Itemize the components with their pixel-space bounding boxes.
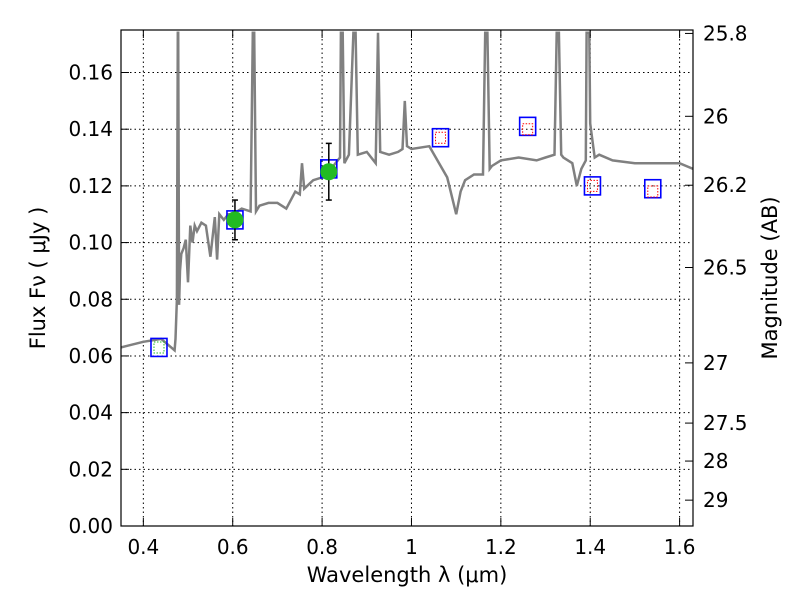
upper-limit-marker xyxy=(153,341,165,354)
y2-tick-label: 26.5 xyxy=(703,255,748,279)
x-tick-label: 0.4 xyxy=(127,535,159,559)
markers xyxy=(150,116,662,358)
y2-tick-label: 25.8 xyxy=(703,21,748,45)
x-tick-label: 1.4 xyxy=(574,535,606,559)
y-tick-label: 0.00 xyxy=(68,514,113,538)
upper-limit-marker xyxy=(586,179,598,192)
y-tick-label: 0.04 xyxy=(68,401,113,425)
upper-limit-marker xyxy=(522,123,534,136)
y2-axis: 25.8 26 26.2 26.5 27 27.5 28 29 xyxy=(685,21,748,512)
x-tick-label: 0.6 xyxy=(217,535,249,559)
x-axis-label: Wavelength λ (μm) xyxy=(307,563,508,587)
y-axis: 0.00 0.02 0.04 0.06 0.08 0.10 0.12 0.14 0.16 xyxy=(68,61,129,538)
y-axis-label: Flux Fν ( μJy ) xyxy=(26,207,50,350)
y-tick-label: 0.16 xyxy=(68,61,113,85)
y-tick-label: 0.10 xyxy=(68,231,113,255)
y-tick-label: 0.08 xyxy=(68,287,113,311)
x-tick-label: 1.2 xyxy=(485,535,517,559)
model-box xyxy=(583,176,602,196)
model-box xyxy=(150,337,168,358)
y-tick-label: 0.12 xyxy=(68,174,113,198)
grid xyxy=(121,30,693,526)
spectrum-line xyxy=(121,31,693,353)
plot-frame xyxy=(120,29,694,527)
y2-tick-label: 28 xyxy=(703,449,728,473)
plot-area xyxy=(121,31,693,358)
y2-tick-label: 26.2 xyxy=(703,173,748,197)
y2-tick-label: 29 xyxy=(703,488,728,512)
y-tick-label: 0.06 xyxy=(68,344,113,368)
y2-tick-label: 27 xyxy=(703,351,728,375)
x-tick-label: 1 xyxy=(405,535,418,559)
detection-point xyxy=(226,211,244,229)
model-box xyxy=(643,178,662,199)
y2-tick-label: 27.5 xyxy=(703,411,748,435)
y2-axis-label: Magnitude (AB) xyxy=(758,196,782,359)
x-axis: 0.4 0.6 0.8 1 1.2 1.4 1.6 xyxy=(127,30,696,559)
y-tick-label: 0.14 xyxy=(68,117,113,141)
upper-limit-marker xyxy=(435,131,447,144)
detection-point xyxy=(320,163,338,181)
model-box xyxy=(518,116,537,137)
upper-limit-marker xyxy=(647,185,659,198)
model-box xyxy=(431,127,450,148)
x-tick-label: 1.6 xyxy=(664,535,696,559)
y-tick-label: 0.02 xyxy=(68,457,113,481)
y2-tick-label: 26 xyxy=(703,104,728,128)
x-tick-label: 0.8 xyxy=(306,535,338,559)
